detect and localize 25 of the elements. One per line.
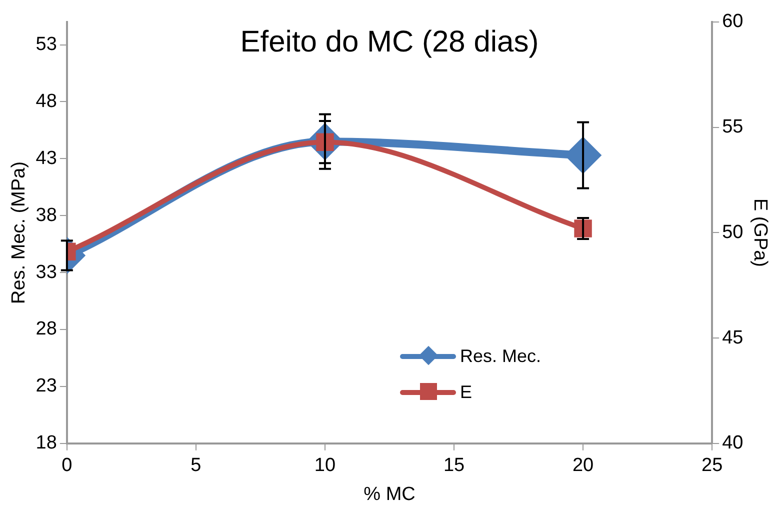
y-tick-label: 43 — [36, 148, 57, 169]
y2-tick-label: 50 — [722, 222, 744, 243]
x-tick-label: 15 — [443, 455, 465, 476]
y-tick-label: 33 — [36, 262, 57, 283]
y2-axis-title: E (GPa) — [749, 198, 770, 268]
y2-tick-label: 55 — [722, 116, 744, 138]
y2-tick-label: 60 — [722, 11, 744, 32]
legend-label: E — [460, 382, 472, 402]
x-tick-label: 0 — [62, 455, 72, 476]
y-tick-label: 18 — [36, 432, 57, 454]
y-tick-label: 38 — [36, 204, 57, 226]
y2-tick-label: 45 — [722, 327, 744, 348]
y-tick-label: 23 — [36, 376, 57, 397]
x-axis-title: % MC — [364, 484, 416, 505]
y2-tick-label: 40 — [722, 432, 744, 454]
y-tick-label: 48 — [36, 90, 57, 112]
x-tick-label: 20 — [572, 455, 594, 476]
chart-title: Efeito do MC (28 dias) — [240, 25, 539, 58]
y-tick-label: 53 — [36, 34, 57, 56]
y-axis-title: Res. Mec. (MPa) — [8, 161, 30, 304]
y-tick-label: 28 — [36, 318, 57, 340]
x-tick-label: 10 — [314, 455, 336, 476]
x-tick-label: 5 — [190, 455, 202, 476]
x-tick-label: 25 — [701, 455, 723, 476]
legend-label: Res. Mec. — [460, 346, 542, 366]
